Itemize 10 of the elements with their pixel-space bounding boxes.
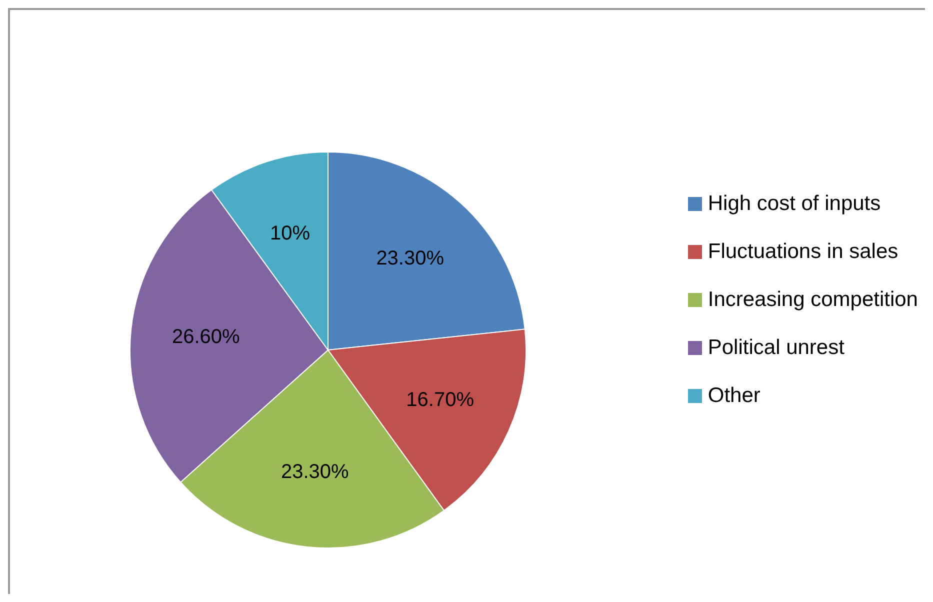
data-label: 23.30%: [280, 461, 350, 484]
legend-label: Political unrest: [708, 335, 844, 361]
legend-label: High cost of inputs: [708, 191, 881, 217]
legend-label: Increasing competition: [708, 287, 918, 313]
data-label: 26.60%: [172, 326, 240, 348]
data-label: 23.30%: [376, 248, 444, 270]
legend-label: Other: [708, 383, 760, 409]
legend-label: Fluctuations in sales: [708, 239, 898, 265]
data-label: 16.70%: [406, 389, 474, 412]
data-label: 10%: [270, 222, 310, 244]
